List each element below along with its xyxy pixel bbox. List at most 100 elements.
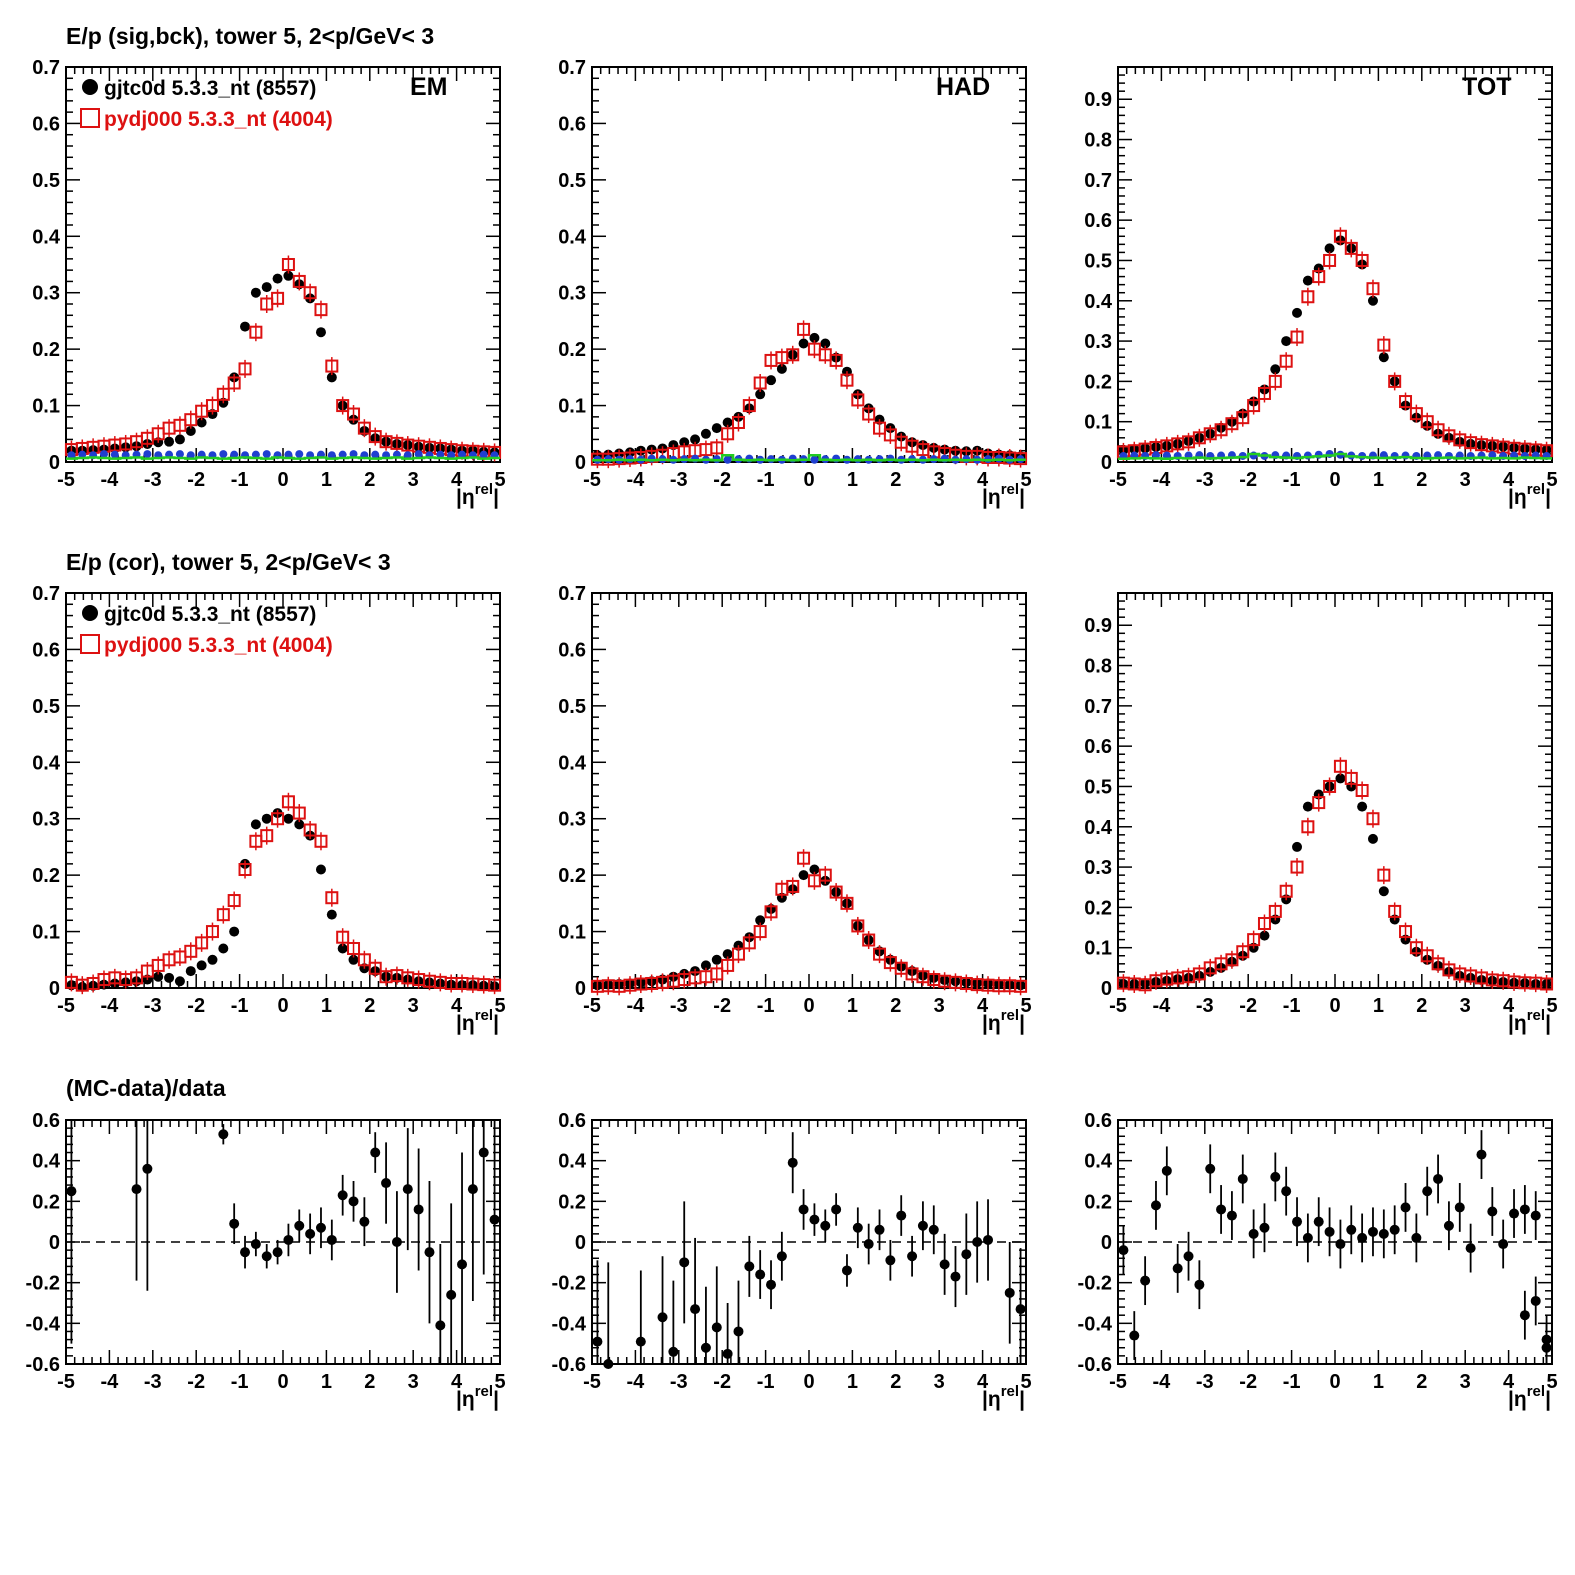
ratio-point [1357,1232,1368,1243]
x-tick-label: 4 [977,1371,989,1393]
y-tick-label: 0.1 [558,396,586,418]
data-point [809,864,820,875]
background-point [110,450,119,459]
background-point [251,450,260,459]
legend-label: gjtc0d 5.3.3_nt (8557) [104,77,316,100]
x-tick-label: -5 [57,1371,75,1393]
ratio-point [896,1210,907,1221]
data-point [164,436,175,447]
panel-cor-tot: -5 -4 -3 -2 -1 0 1 2 3 4 5 0 0.1 0.2 0.3 0.4 0.5 0.6 0.7 0.… [1084,592,1558,1035]
ratio-point [326,1234,337,1245]
data-point [1367,833,1378,844]
x-axis-label: |ηrel| [456,1383,499,1411]
x-tick-label: -5 [1109,1371,1127,1393]
y-tick-label: 0.5 [558,696,586,718]
series-filled-circle [1118,235,1552,455]
ratio-point [950,1271,961,1282]
background-point [479,450,488,459]
data-point [196,960,207,971]
ratio-point [489,1214,500,1225]
y-tick-label: 0 [575,452,586,474]
ratio-point [142,1163,153,1174]
data-point [690,434,701,445]
y-tick-label: 0.4 [1084,291,1113,313]
ratio-point [1519,1310,1530,1321]
x-tick-label: 1 [847,1371,858,1393]
y-tick-label: -0.6 [1078,1354,1112,1376]
background-point [327,451,336,460]
legend: gjtc0d 5.3.3_nt (8557) pydj000 5.3.3_nt (… [80,77,333,131]
y-tick-label: 0.3 [32,283,60,305]
x-tick-label: 4 [1503,995,1515,1017]
data-point [755,389,766,400]
x-tick-label: 1 [847,469,858,491]
ratio-point [1205,1163,1216,1174]
ratio-point [1118,1245,1129,1256]
y-tick-label: 0.9 [1084,89,1112,111]
background-point [284,450,293,459]
y-tick-label: 0.4 [32,1151,61,1173]
ratio-point [1498,1239,1509,1250]
y-tick-label: 0.7 [558,57,586,79]
y-tick-label: 0.3 [1084,331,1112,353]
legend-marker-data [82,79,98,95]
y-tick-label: 0.1 [558,922,586,944]
y-tick-label: 0.5 [1084,250,1112,272]
ratio-point [1519,1204,1530,1215]
ratio-point [1335,1239,1346,1250]
panel-ratio-had: -5 -4 -3 -2 -1 0 1 2 3 4 5 -0.6 -0.4 -0.2 0 0.2 0.4 0.6 |η… [552,1110,1032,1411]
x-axis-label-bar: | [1545,486,1551,509]
ratio-point [1161,1165,1172,1176]
x-tick-label: 3 [934,995,945,1017]
data-point [711,423,722,434]
background-point [436,450,445,459]
ratio-point [370,1147,381,1158]
ratio-point [294,1220,305,1231]
y-tick-label: 0 [575,1232,586,1254]
y-tick-label: -0.2 [552,1273,586,1295]
x-tick-label: 0 [277,995,288,1017]
ratio-point [744,1261,755,1272]
y-tick-label: 0.6 [558,1110,586,1132]
x-tick-label: 5 [1020,1371,1031,1393]
ratio-point [1389,1224,1400,1235]
x-tick-label: -5 [583,469,601,491]
y-tick-label: 0.3 [558,809,586,831]
ratio-point [1530,1295,1541,1306]
x-axis-label-bar: | [1545,1012,1551,1035]
data-point [722,417,733,428]
data-point [250,819,261,830]
data-point [1270,364,1281,375]
data-point [164,972,175,983]
x-tick-label: 4 [1503,469,1515,491]
x-tick-label: -2 [187,1371,205,1393]
x-tick-label: -3 [144,1371,162,1393]
ratio-point [690,1304,701,1315]
y-tick-label: 0.7 [32,583,60,605]
y-tick-label: 0 [49,1232,60,1254]
y-tick-label: 0.2 [32,865,60,887]
y-tick-label: 0.4 [558,752,587,774]
x-tick-label: 5 [494,1371,505,1393]
y-tick-label: 0.7 [1084,696,1112,718]
x-axis-label-sup: rel [1527,481,1545,498]
plot-frame [591,592,1027,989]
data-point [250,287,261,298]
x-tick-label: -3 [670,995,688,1017]
y-tick-label: 0.6 [1084,210,1112,232]
x-tick-label: -1 [757,1371,775,1393]
y-tick-label: -0.4 [1078,1313,1113,1335]
data-point [315,327,326,338]
x-tick-label: 5 [1020,469,1031,491]
data-point [798,338,809,349]
x-tick-label: 0 [1329,995,1340,1017]
y-tick-label: 0.2 [1084,897,1112,919]
x-tick-label: -1 [757,469,775,491]
ratio-point [766,1279,777,1290]
x-tick-label: -4 [1153,1371,1172,1393]
ratio-point [972,1237,983,1247]
panel-sigbck-had: -5 -4 -3 -2 -1 0 1 2 3 4 5 0 0.1 0.2 0.3 0.4 0.5 0.6 0.7 |η… [558,57,1031,509]
y-tick-label: 0.9 [1084,615,1112,637]
data-point [153,971,164,982]
x-tick-label: 3 [408,469,419,491]
